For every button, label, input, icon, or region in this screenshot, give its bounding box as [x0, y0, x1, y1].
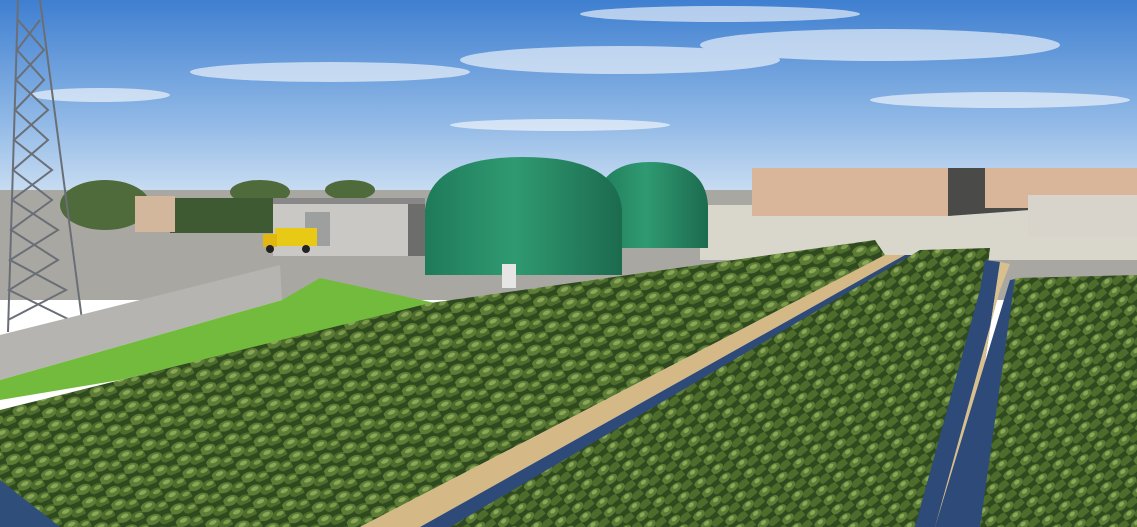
lawn [0, 278, 435, 400]
crop-field [980, 275, 1137, 527]
crop-field [0, 240, 885, 527]
path [935, 262, 1010, 527]
shed-side [408, 204, 425, 256]
digester-dome [595, 162, 708, 248]
wall [135, 196, 175, 232]
clouds [30, 6, 1130, 131]
trees [60, 180, 375, 230]
building [752, 168, 952, 216]
water [0, 480, 60, 527]
crop-field [450, 248, 990, 527]
building [1028, 195, 1137, 237]
water-channel [420, 255, 920, 527]
shed-roof [273, 198, 425, 204]
truck [263, 228, 317, 253]
lattice-tower [6, 0, 83, 333]
retaining-wall [0, 265, 282, 380]
hedge [170, 198, 280, 233]
digester-dome [425, 157, 622, 275]
water-channel [915, 260, 1000, 527]
pipe [502, 264, 516, 288]
water-channel [935, 278, 1020, 527]
path [360, 255, 905, 527]
